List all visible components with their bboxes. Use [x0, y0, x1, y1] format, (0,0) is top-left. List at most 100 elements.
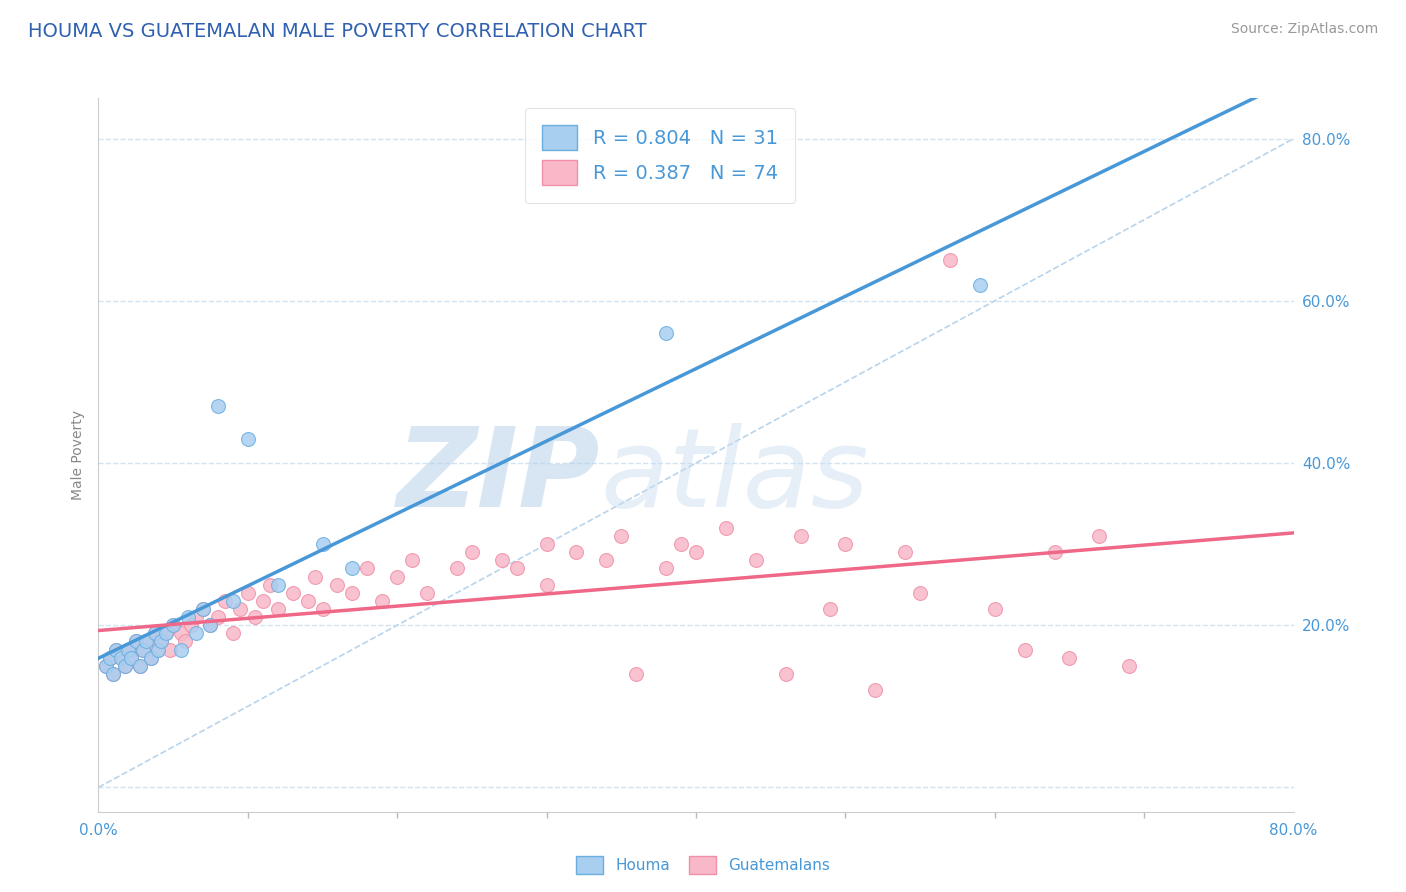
Point: [132, 642, 155, 657]
Point: [200, 618, 222, 632]
Text: atlas: atlas: [600, 423, 869, 530]
Point: [117, 642, 139, 657]
Point: [174, 634, 197, 648]
Point: [129, 658, 152, 673]
Point: [267, 602, 290, 616]
Point: [1088, 529, 1111, 543]
Y-axis label: Male Poverty: Male Poverty: [70, 410, 84, 500]
Point: [491, 553, 513, 567]
Point: [297, 594, 319, 608]
Text: Source: ZipAtlas.com: Source: ZipAtlas.com: [1230, 22, 1378, 37]
Point: [983, 602, 1005, 616]
Point: [1014, 642, 1036, 657]
Point: [506, 561, 529, 575]
Point: [94, 658, 117, 673]
Point: [536, 577, 558, 591]
Point: [624, 666, 647, 681]
Point: [105, 642, 128, 657]
Point: [139, 650, 162, 665]
Legend: R = 0.804   N = 31, R = 0.387   N = 74: R = 0.804 N = 31, R = 0.387 N = 74: [524, 108, 796, 202]
Point: [595, 553, 617, 567]
Point: [655, 561, 678, 575]
Point: [103, 666, 125, 681]
Point: [110, 650, 132, 665]
Point: [169, 626, 191, 640]
Point: [98, 650, 122, 665]
Point: [342, 561, 364, 575]
Point: [229, 602, 252, 616]
Point: [908, 586, 931, 600]
Point: [135, 634, 157, 648]
Point: [103, 666, 125, 681]
Point: [969, 277, 991, 292]
Text: ZIP: ZIP: [396, 423, 600, 530]
Point: [834, 537, 856, 551]
Point: [191, 602, 214, 616]
Point: [1118, 658, 1140, 673]
Point: [169, 642, 191, 657]
Point: [162, 618, 184, 632]
Point: [120, 650, 142, 665]
Point: [222, 626, 245, 640]
Point: [356, 561, 378, 575]
Point: [200, 618, 222, 632]
Point: [714, 521, 737, 535]
Point: [222, 594, 245, 608]
Text: HOUMA VS GUATEMALAN MALE POVERTY CORRELATION CHART: HOUMA VS GUATEMALAN MALE POVERTY CORRELA…: [28, 22, 647, 41]
Point: [267, 577, 290, 591]
Point: [139, 650, 162, 665]
Point: [894, 545, 917, 559]
Point: [655, 326, 678, 341]
Point: [207, 610, 229, 624]
Point: [371, 594, 394, 608]
Point: [311, 537, 333, 551]
Point: [304, 569, 326, 583]
Point: [125, 634, 148, 648]
Point: [150, 634, 173, 648]
Point: [745, 553, 768, 567]
Point: [162, 618, 184, 632]
Point: [461, 545, 484, 559]
Point: [94, 658, 117, 673]
Point: [416, 586, 439, 600]
Point: [150, 634, 173, 648]
Point: [207, 399, 229, 413]
Point: [820, 602, 842, 616]
Point: [245, 610, 267, 624]
Point: [259, 577, 281, 591]
Point: [114, 658, 136, 673]
Point: [120, 650, 142, 665]
Point: [155, 626, 177, 640]
Point: [281, 586, 304, 600]
Point: [110, 650, 132, 665]
Point: [311, 602, 333, 616]
Point: [148, 642, 170, 657]
Point: [342, 586, 364, 600]
Point: [177, 610, 200, 624]
Point: [236, 432, 259, 446]
Point: [565, 545, 588, 559]
Point: [125, 634, 148, 648]
Point: [610, 529, 633, 543]
Point: [184, 626, 207, 640]
Legend: Houma, Guatemalans: Houma, Guatemalans: [569, 850, 837, 880]
Point: [1059, 650, 1081, 665]
Point: [1043, 545, 1066, 559]
Point: [939, 253, 962, 268]
Point: [326, 577, 349, 591]
Point: [865, 683, 887, 698]
Point: [180, 618, 202, 632]
Point: [159, 642, 181, 657]
Point: [536, 537, 558, 551]
Point: [236, 586, 259, 600]
Point: [214, 594, 236, 608]
Point: [401, 553, 423, 567]
Point: [184, 610, 207, 624]
Point: [98, 650, 122, 665]
Point: [135, 634, 157, 648]
Point: [789, 529, 811, 543]
Point: [105, 642, 128, 657]
Point: [114, 658, 136, 673]
Point: [148, 642, 170, 657]
Point: [143, 626, 166, 640]
